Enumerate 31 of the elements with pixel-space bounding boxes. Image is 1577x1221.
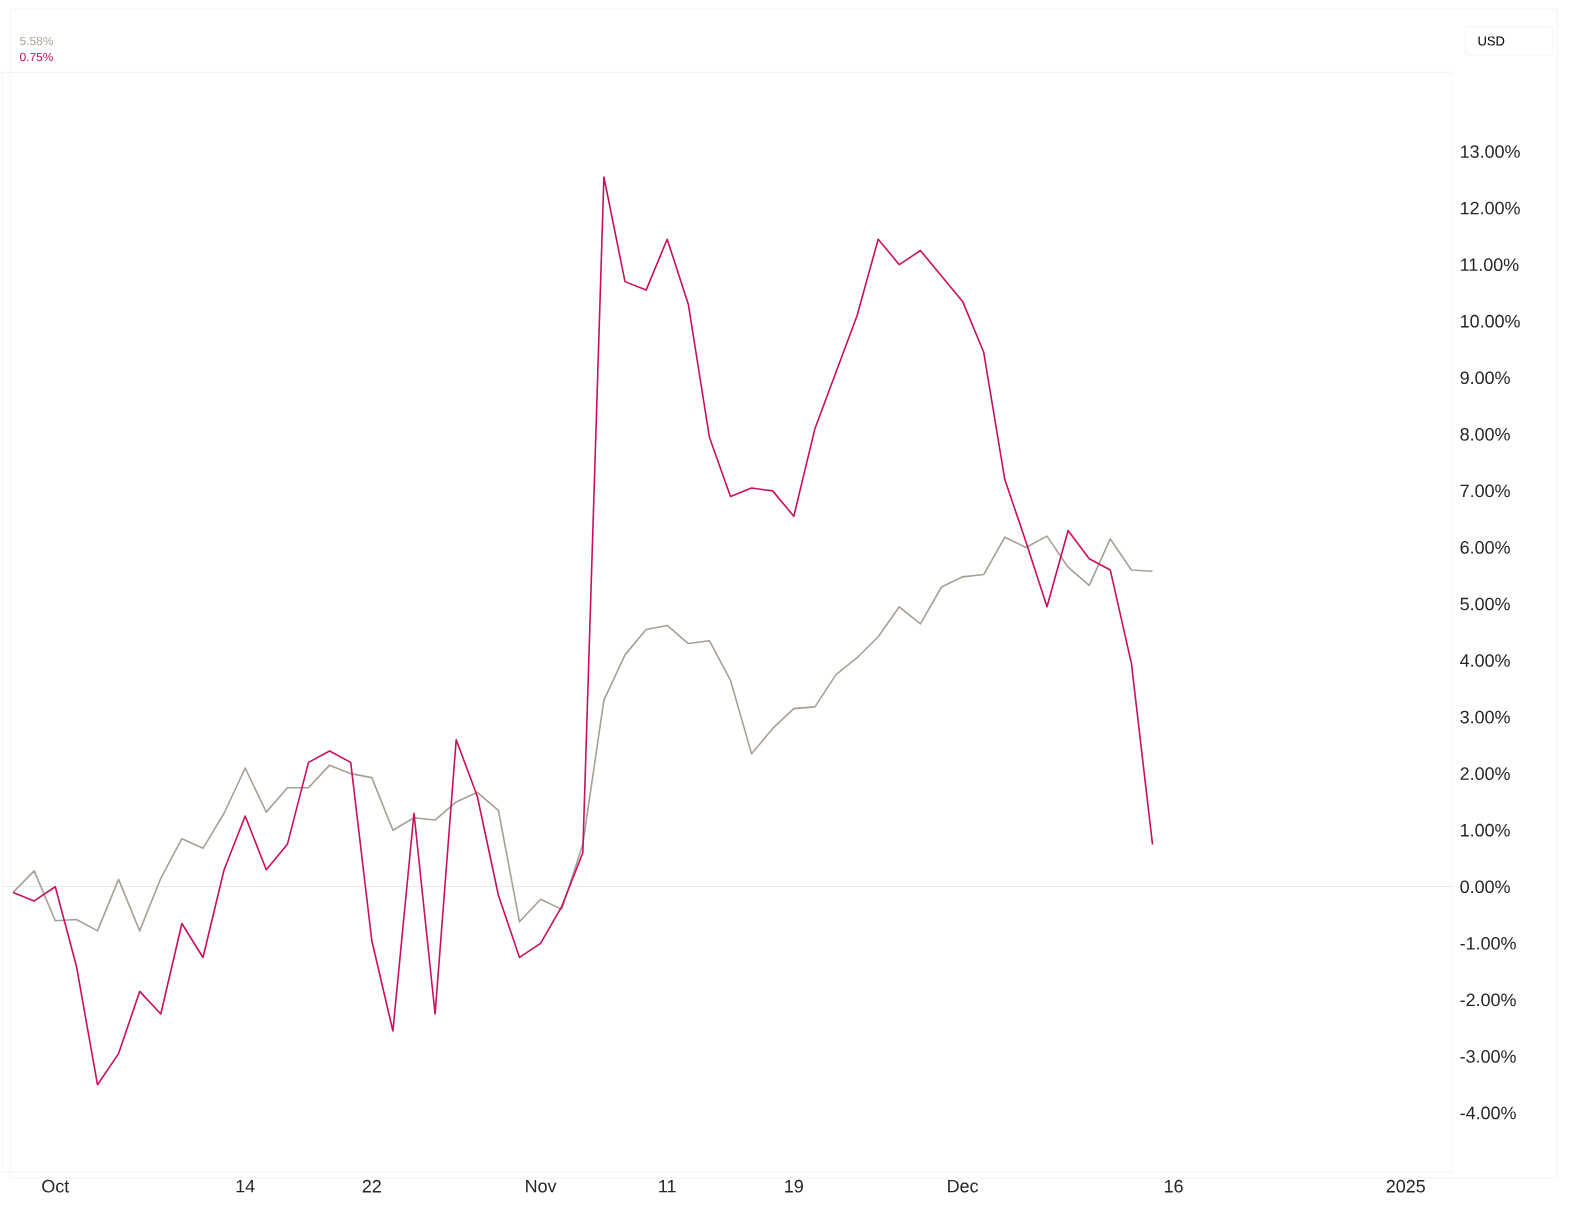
x-tick-label: 2025 xyxy=(1386,1179,1425,1193)
x-tick-label: Oct xyxy=(42,1179,70,1193)
y-tick-label: 7.00% xyxy=(1460,484,1510,498)
text: 5.58% xyxy=(20,36,53,46)
y-tick-label: 11.00% xyxy=(1461,258,1519,271)
y-tick-label: 3.00% xyxy=(1460,710,1510,724)
y-tick-label: -3.00% xyxy=(1460,1050,1516,1063)
x-tick-label: Nov xyxy=(526,1179,557,1193)
y-tick-label: 6.00% xyxy=(1460,541,1510,554)
x-tick-label: 11 xyxy=(659,1179,676,1193)
text: USD xyxy=(1478,36,1505,46)
x-tick-label: 19 xyxy=(785,1179,803,1193)
line-series xyxy=(12,535,1154,932)
x-tick-label: Dec xyxy=(948,1179,979,1193)
x-tick-label: 16 xyxy=(1165,1179,1183,1193)
x-tick-label: 22 xyxy=(362,1179,381,1193)
y-tick-label: -4.00% xyxy=(1460,1106,1516,1120)
y-tick-label: 5.00% xyxy=(1460,597,1510,611)
y-tick-label: 2.00% xyxy=(1460,767,1510,780)
y-tick-label: -2.00% xyxy=(1460,993,1516,1007)
y-tick-label: 12.00% xyxy=(1461,201,1520,215)
x-tick-label: 14 xyxy=(236,1179,255,1193)
y-tick-label: -1.00% xyxy=(1460,936,1516,950)
y-tick-label: 8.00% xyxy=(1460,427,1510,441)
y-tick-label: 10.00% xyxy=(1461,314,1520,328)
y-tick-label: 13.00% xyxy=(1461,145,1520,158)
y-tick-label: 4.00% xyxy=(1460,654,1510,667)
y-tick-label: 0.00% xyxy=(1460,880,1510,894)
y-tick-label: 9.00% xyxy=(1460,371,1510,385)
y-tick-label: 1.00% xyxy=(1461,823,1510,837)
text: 0.75% xyxy=(19,52,53,62)
